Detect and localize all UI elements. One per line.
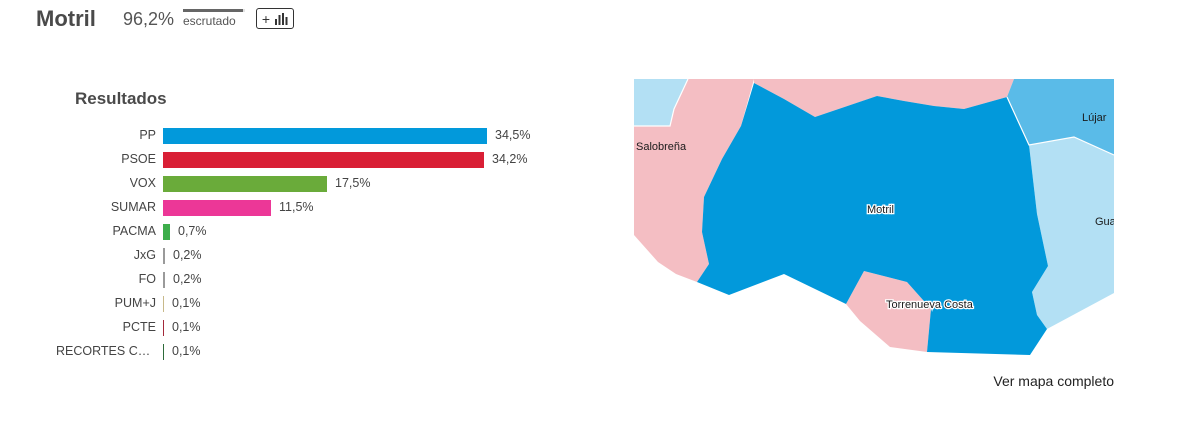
result-row: JxG 0,2% <box>0 245 600 269</box>
map-region-lujar[interactable] <box>1007 79 1114 155</box>
map-label-lujar: Lújar <box>1082 112 1107 124</box>
party-bar <box>163 248 165 264</box>
results-map[interactable]: Salobreña Motril Lújar Gua Torrenueva Co… <box>634 79 1114 355</box>
scrutiny-progress: escrutado <box>183 9 245 28</box>
results-title: Resultados <box>75 89 167 108</box>
party-label: FO <box>138 272 156 286</box>
party-bar <box>163 176 327 192</box>
plus-label: + <box>261 10 271 27</box>
party-label: PACMA <box>112 224 156 238</box>
party-label: PUM+J <box>114 296 156 310</box>
party-label: RECORTES CE... <box>56 344 156 358</box>
scrutiny-percentage: 96,2% <box>123 9 175 29</box>
party-percentage: 34,5% <box>495 128 531 142</box>
result-row: RECORTES CE... 0,1% <box>0 341 600 365</box>
map-border <box>1006 96 1114 156</box>
map-region-topleft[interactable] <box>634 79 688 126</box>
scrutiny-progress-bar <box>183 9 245 12</box>
party-percentage: 0,2% <box>173 272 202 286</box>
party-bar <box>163 224 170 240</box>
result-row: VOX 17,5% <box>0 173 600 197</box>
map-region-gualchos[interactable] <box>1029 137 1114 329</box>
party-label: PP <box>139 128 156 142</box>
map-svg: Salobreña Motril Lújar Gua Torrenueva Co… <box>634 79 1114 355</box>
party-bar <box>163 128 487 144</box>
map-region-motril[interactable] <box>697 83 1048 355</box>
page-title: Motril <box>36 6 96 31</box>
result-row: PACMA 0,7% <box>0 221 600 245</box>
bar-chart-icon <box>275 12 288 25</box>
map-region-salobrena[interactable] <box>634 79 754 282</box>
party-percentage: 0,1% <box>172 320 201 334</box>
party-label: VOX <box>129 176 156 190</box>
party-percentage: 0,1% <box>172 344 201 358</box>
map-label-torrenueva: Torrenueva Costa <box>886 299 974 311</box>
scrutiny-progress-fill <box>183 9 243 12</box>
result-row: PP 34,5% <box>0 125 600 149</box>
party-percentage: 0,1% <box>172 296 201 310</box>
map-label-salobrena: Salobreña <box>636 141 687 153</box>
party-percentage: 34,2% <box>492 152 528 166</box>
party-bar <box>163 272 165 288</box>
party-bar <box>163 320 164 336</box>
party-label: JxG <box>133 248 156 262</box>
full-map-link[interactable]: Ver mapa completo <box>993 373 1114 389</box>
party-percentage: 17,5% <box>335 176 371 190</box>
result-row: SUMAR 11,5% <box>0 197 600 221</box>
map-label-gualchos: Gua <box>1095 216 1114 228</box>
party-bar <box>163 152 484 168</box>
result-row: PCTE 0,1% <box>0 317 600 341</box>
party-bar <box>163 344 164 360</box>
party-bar <box>163 296 164 312</box>
result-row: FO 0,2% <box>0 269 600 293</box>
map-region-torrenueva[interactable] <box>846 271 931 352</box>
map-label-motril: Motril <box>867 204 894 216</box>
scrutiny-label: escrutado <box>183 14 236 28</box>
party-bar <box>163 200 271 216</box>
party-label: PSOE <box>121 152 156 166</box>
party-percentage: 0,7% <box>178 224 207 238</box>
result-row: PUM+J 0,1% <box>0 293 600 317</box>
add-chart-button[interactable]: + <box>256 8 294 29</box>
party-percentage: 0,2% <box>173 248 202 262</box>
map-border <box>634 79 689 127</box>
party-label: SUMAR <box>110 200 156 214</box>
party-percentage: 11,5% <box>279 200 314 214</box>
party-label: PCTE <box>122 320 156 334</box>
result-row: PSOE 34,2% <box>0 149 600 173</box>
